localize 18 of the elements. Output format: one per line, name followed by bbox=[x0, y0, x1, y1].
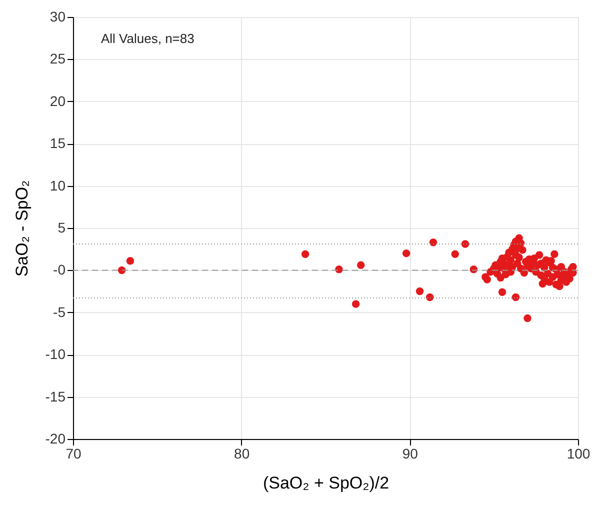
x-tick-label: 90 bbox=[402, 446, 418, 462]
y-tick-label: 5 bbox=[58, 220, 66, 236]
y-tick-label: -20 bbox=[45, 430, 66, 446]
x-axis-title: (SaO₂ + SpO₂)/2 bbox=[262, 474, 390, 492]
x-tick-label: 70 bbox=[66, 446, 82, 462]
y-tick-label: -10 bbox=[45, 346, 66, 362]
y-tick-label: 10 bbox=[50, 177, 66, 194]
annotation: All Values, n=83 bbox=[101, 31, 194, 46]
y-tick-label: 20 bbox=[50, 92, 66, 109]
y-tick-label: -5 bbox=[53, 304, 66, 320]
x-tick-label: 100 bbox=[566, 446, 590, 462]
y-tick-label: 15 bbox=[50, 135, 66, 152]
y-tick-label: 25 bbox=[50, 50, 66, 67]
y-tick-label: 30 bbox=[50, 8, 66, 24]
x-tick-label: 80 bbox=[234, 446, 250, 462]
y-tick-label: -0 bbox=[53, 262, 66, 278]
y-tick-label: -15 bbox=[45, 388, 66, 404]
y-axis-title: SaO₂ - SpO₂ bbox=[12, 180, 32, 277]
